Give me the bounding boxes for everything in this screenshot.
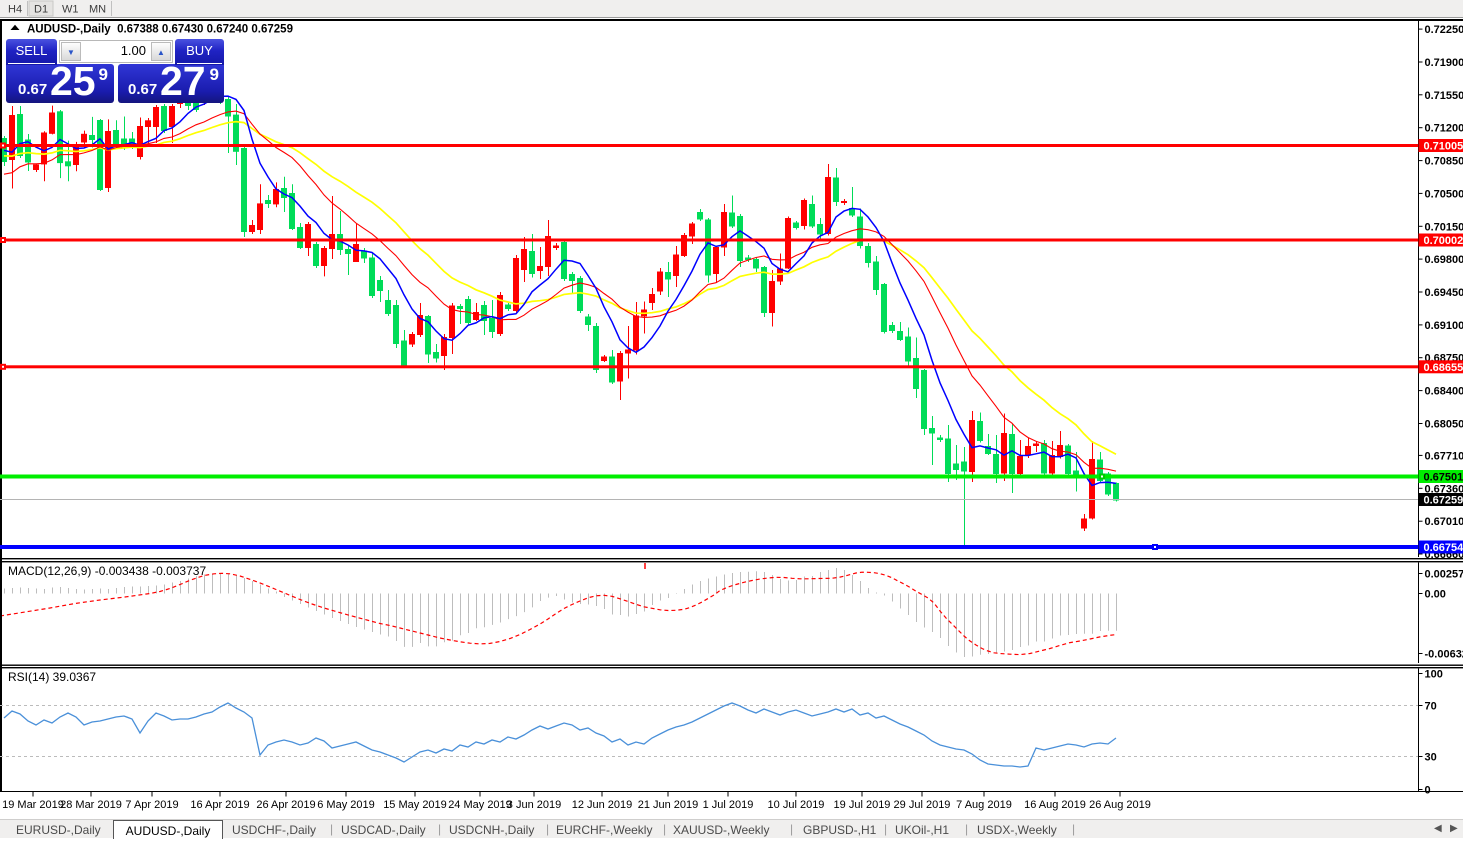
svg-text:0.72250: 0.72250 [1425, 24, 1463, 36]
svg-text:28 Mar 2019: 28 Mar 2019 [60, 799, 122, 811]
svg-text:19 Mar 2019: 19 Mar 2019 [2, 799, 64, 811]
svg-text:0.68655: 0.68655 [1424, 362, 1463, 374]
svg-text:29 Jul 2019: 29 Jul 2019 [894, 799, 951, 811]
svg-text:W1: W1 [62, 4, 79, 16]
svg-text:7 Apr 2019: 7 Apr 2019 [125, 799, 178, 811]
svg-text:0.69100: 0.69100 [1425, 320, 1463, 332]
svg-text:0.70002: 0.70002 [1424, 235, 1463, 247]
svg-text:15 May 2019: 15 May 2019 [383, 799, 447, 811]
svg-text:1 Jul 2019: 1 Jul 2019 [703, 799, 754, 811]
svg-text:-0.006326: -0.006326 [1425, 649, 1463, 661]
svg-text:0.69450: 0.69450 [1425, 287, 1463, 299]
svg-text:0.71005: 0.71005 [1424, 141, 1463, 153]
svg-text:0.70150: 0.70150 [1425, 221, 1463, 233]
svg-text:0.68400: 0.68400 [1425, 386, 1463, 398]
svg-text:0.002574: 0.002574 [1425, 569, 1463, 581]
svg-text:0.67710: 0.67710 [1425, 450, 1463, 462]
svg-text:0.66754: 0.66754 [1424, 542, 1463, 554]
svg-text:H4: H4 [8, 4, 22, 16]
svg-text:24 May 2019: 24 May 2019 [448, 799, 512, 811]
svg-text:RSI(14) 39.0367: RSI(14) 39.0367 [8, 670, 96, 684]
svg-text:21 Jun 2019: 21 Jun 2019 [638, 799, 699, 811]
svg-text:30: 30 [1425, 752, 1437, 764]
svg-text:0.71900: 0.71900 [1425, 57, 1463, 69]
svg-text:MN: MN [89, 4, 106, 16]
svg-text:3 Jun 2019: 3 Jun 2019 [507, 799, 561, 811]
svg-text:0.69800: 0.69800 [1425, 254, 1463, 266]
svg-text:26 Apr 2019: 26 Apr 2019 [256, 799, 315, 811]
svg-text:19 Jul 2019: 19 Jul 2019 [834, 799, 891, 811]
svg-text:0.71200: 0.71200 [1425, 123, 1463, 135]
svg-text:0: 0 [1425, 785, 1431, 797]
svg-text:16 Aug 2019: 16 Aug 2019 [1024, 799, 1086, 811]
svg-text:70: 70 [1425, 701, 1437, 713]
svg-text:0.67501: 0.67501 [1424, 472, 1463, 484]
svg-text:D1: D1 [34, 4, 48, 16]
svg-text:7 Aug 2019: 7 Aug 2019 [956, 799, 1012, 811]
svg-text:AUDUSD-,Daily 0.67388 0.67430: AUDUSD-,Daily 0.67388 0.67430 0.67240 0.… [27, 24, 293, 36]
svg-text:0.00: 0.00 [1425, 589, 1446, 601]
svg-text:0.67010: 0.67010 [1425, 516, 1463, 528]
svg-text:0.68050: 0.68050 [1425, 419, 1463, 431]
svg-text:MACD(12,26,9) -0.003438 -0.003: MACD(12,26,9) -0.003438 -0.003737 [8, 564, 206, 578]
svg-text:6 May 2019: 6 May 2019 [317, 799, 374, 811]
svg-text:26 Aug 2019: 26 Aug 2019 [1089, 799, 1151, 811]
svg-text:12 Jun 2019: 12 Jun 2019 [572, 799, 633, 811]
svg-text:0.70850: 0.70850 [1425, 156, 1463, 168]
svg-text:10 Jul 2019: 10 Jul 2019 [768, 799, 825, 811]
svg-text:0.71550: 0.71550 [1425, 90, 1463, 102]
svg-text:0.67259: 0.67259 [1424, 495, 1463, 507]
svg-text:0.70500: 0.70500 [1425, 188, 1463, 200]
svg-text:100: 100 [1425, 669, 1443, 681]
svg-text:16 Apr 2019: 16 Apr 2019 [190, 799, 249, 811]
